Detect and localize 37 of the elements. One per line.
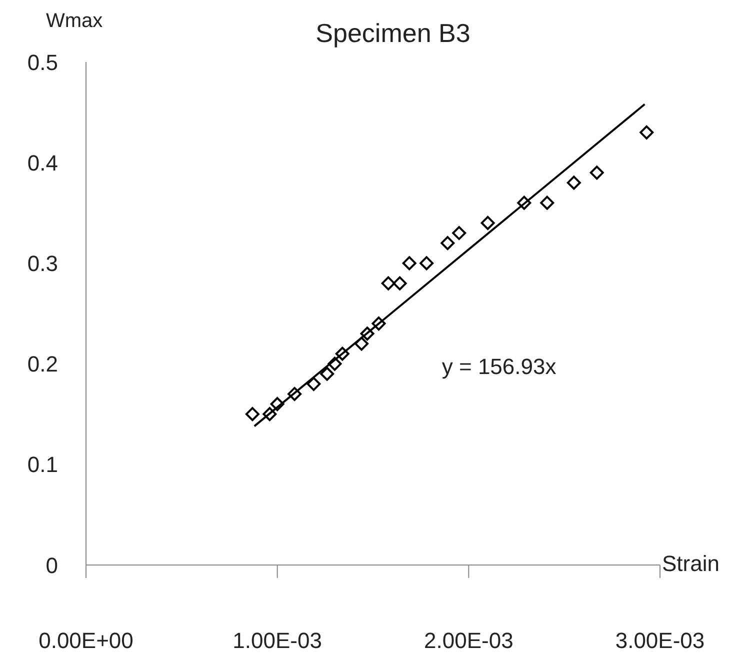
point bbox=[402, 256, 416, 270]
point bbox=[640, 125, 654, 140]
point bbox=[540, 196, 554, 210]
y-tick-label: 0.5 bbox=[27, 50, 58, 75]
point bbox=[381, 276, 396, 290]
point bbox=[360, 326, 374, 341]
point bbox=[590, 166, 604, 180]
x-tick-label: 2.00E-03 bbox=[424, 628, 514, 653]
point bbox=[288, 386, 302, 401]
point bbox=[262, 407, 277, 422]
x-axis-title: Strain bbox=[662, 551, 720, 577]
point bbox=[328, 356, 342, 371]
y-tick-label: 0.3 bbox=[27, 251, 58, 276]
point bbox=[306, 376, 321, 391]
chart-title: Specimen B3 bbox=[316, 18, 470, 48]
x-tick-label: 1.00E-03 bbox=[232, 628, 322, 653]
point bbox=[354, 336, 369, 351]
point bbox=[270, 397, 284, 412]
point bbox=[566, 176, 581, 190]
annotation: y = 156.93x bbox=[442, 354, 556, 380]
y-axis-title: Wmax bbox=[46, 10, 103, 33]
point bbox=[480, 216, 495, 230]
y-tick-label: 0.2 bbox=[27, 352, 58, 377]
point bbox=[420, 256, 434, 270]
point bbox=[320, 366, 334, 381]
point bbox=[335, 346, 350, 361]
point bbox=[372, 316, 386, 331]
point bbox=[517, 196, 532, 210]
point bbox=[245, 407, 260, 422]
point bbox=[440, 236, 455, 250]
y-tick-label: 0 bbox=[46, 552, 58, 578]
point bbox=[452, 226, 466, 240]
x-tick-label: 3.00E-03 bbox=[615, 628, 705, 653]
point bbox=[392, 276, 407, 290]
y-tick-label: 0.4 bbox=[27, 150, 58, 176]
y-tick-label: 0.1 bbox=[27, 452, 58, 478]
x-tick-label: 0.00E+00 bbox=[38, 628, 134, 653]
